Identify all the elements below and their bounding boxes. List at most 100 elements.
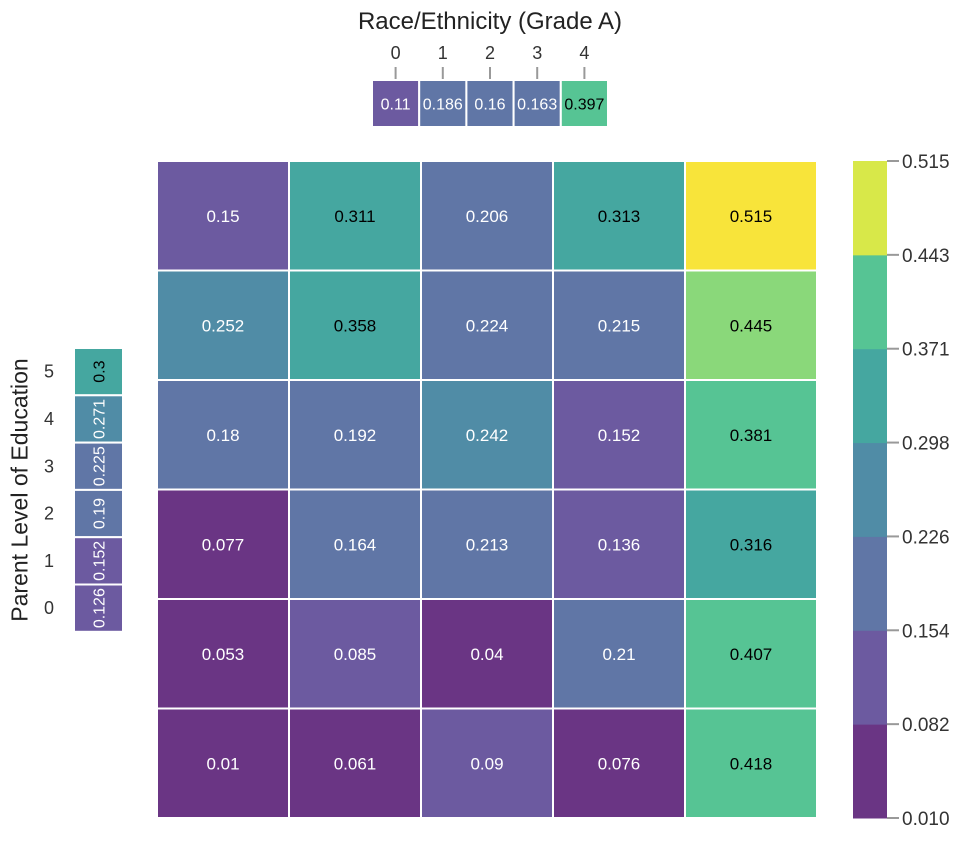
top-marginal-cell (512, 79, 562, 128)
top-marginal-cell (465, 79, 515, 128)
heatmap-cell-label: 0.21 (602, 645, 635, 664)
heatmap-cell-label: 0.316 (730, 535, 773, 554)
top-marginal-cell (559, 79, 609, 128)
heatmap-cell (156, 598, 290, 710)
left-marginal-label: 0.225 (92, 446, 109, 486)
left-tick-label: 1 (44, 551, 54, 571)
left-marginal-cell (73, 488, 124, 539)
heatmap-cell-label: 0.136 (598, 535, 641, 554)
chart-title: Race/Ethnicity (Grade A) (357, 8, 623, 35)
heatmap-cell-label: 0.077 (202, 535, 245, 554)
heatmap-cell (288, 160, 422, 272)
colorbar-tick-label: 0.082 (902, 715, 950, 736)
heatmap-cell (156, 160, 290, 272)
heatmap-cell-label: 0.418 (730, 754, 773, 773)
colorbar-segment (853, 348, 887, 444)
heatmap-cell (288, 598, 422, 710)
heatmap-cell (420, 269, 554, 381)
colorbar-tick-label: 0.443 (902, 246, 950, 267)
heatmap-cell-label: 0.15 (206, 207, 239, 226)
heatmap-cell (552, 379, 686, 491)
top-marginal-label: 0.163 (517, 97, 557, 114)
heatmap-cell-label: 0.053 (202, 645, 245, 664)
colorbar-tick-label: 0.298 (902, 434, 950, 455)
heatmap-cell-label: 0.311 (334, 207, 375, 226)
left-marginal-cell (73, 441, 124, 491)
heatmap-cell-label: 0.164 (334, 535, 377, 554)
left-tick-label: 5 (44, 362, 54, 382)
heatmap-cell (684, 269, 818, 381)
heatmap-cell-label: 0.407 (730, 645, 773, 664)
heatmap-cell (684, 707, 818, 819)
heatmap-cell-label: 0.381 (730, 426, 773, 445)
colorbar-tick-label: 0.371 (902, 340, 950, 361)
top-tick-label: 0 (391, 43, 401, 63)
heatmap-cell-label: 0.061 (334, 754, 377, 773)
heatmap-cell-label: 0.085 (334, 645, 377, 664)
heatmap-cell-label: 0.213 (466, 535, 509, 554)
heatmap-cell (156, 488, 290, 600)
colorbar-tick-label: 0.154 (902, 621, 950, 642)
left-marginal-label: 0.19 (92, 498, 109, 529)
heatmap-cell-label: 0.313 (598, 207, 641, 226)
top-tick-label: 3 (532, 43, 542, 63)
left-marginal-cell (73, 583, 124, 633)
colorbar-tick-label: 0.515 (902, 152, 950, 173)
left-tick-label: 0 (44, 598, 54, 618)
top-tick-label: 1 (438, 43, 448, 63)
left-marginal-label: 0.3 (92, 360, 109, 382)
top-marginal-label: 0.186 (423, 97, 463, 114)
heatmap-cell-label: 0.242 (466, 426, 509, 445)
colorbar-segment (853, 161, 887, 256)
left-tick-label: 4 (44, 409, 54, 429)
colorbar-segment (853, 536, 887, 631)
left-marginal-label: 0.271 (92, 399, 109, 439)
heatmap-cell-label: 0.206 (466, 207, 509, 226)
heatmap-cell-label: 0.076 (598, 754, 641, 773)
heatmap-cell (552, 598, 686, 710)
heatmap-cell (156, 707, 290, 819)
heatmap-cell (552, 707, 686, 819)
heatmap-cell (288, 379, 422, 491)
left-marginal-cell (73, 347, 124, 397)
heatmap-cell-label: 0.152 (598, 426, 641, 445)
heatmap-cell (288, 488, 422, 600)
heatmap-cell-label: 0.358 (334, 316, 377, 335)
left-marginal-label: 0.152 (92, 541, 109, 581)
top-tick-label: 4 (579, 43, 589, 63)
heatmap-cell (684, 379, 818, 491)
heatmap-cell (420, 160, 554, 272)
heatmap-cell (684, 488, 818, 600)
heatmap-cell (684, 598, 818, 710)
top-marginal-label: 0.11 (381, 97, 411, 114)
left-tick-label: 3 (44, 456, 54, 476)
colorbar-tick-label: 0.226 (902, 527, 950, 548)
top-marginal-label: 0.16 (474, 97, 505, 114)
heatmap-cell-label: 0.224 (466, 316, 509, 335)
heatmap-cell-label: 0.445 (730, 316, 773, 335)
colorbar-segment (853, 630, 887, 725)
colorbar-segment (853, 442, 887, 537)
heatmap-cell-label: 0.252 (202, 316, 245, 335)
left-tick-label: 2 (44, 504, 54, 524)
heatmap-cell-label: 0.01 (206, 754, 239, 773)
heatmap-cell (420, 598, 554, 710)
heatmap-cell (552, 488, 686, 600)
heatmap-cell-label: 0.215 (598, 316, 641, 335)
heatmap-cell (552, 269, 686, 381)
colorbar-segment (853, 724, 887, 819)
colorbar-segment (853, 254, 887, 350)
left-marginal-cell (73, 536, 124, 586)
heatmap-cell (420, 379, 554, 491)
top-marginal-label: 0.397 (564, 97, 604, 114)
heatmap-cell-label: 0.192 (334, 426, 377, 445)
top-marginal-cell (418, 79, 468, 128)
heatmap-cell (420, 488, 554, 600)
heatmap-cell-label: 0.04 (470, 645, 503, 664)
heatmap-cell-label: 0.18 (206, 426, 239, 445)
heatmap-cell-label: 0.09 (470, 754, 503, 773)
top-tick-label: 2 (485, 43, 495, 63)
colorbar-tick-label: 0.010 (902, 809, 950, 830)
